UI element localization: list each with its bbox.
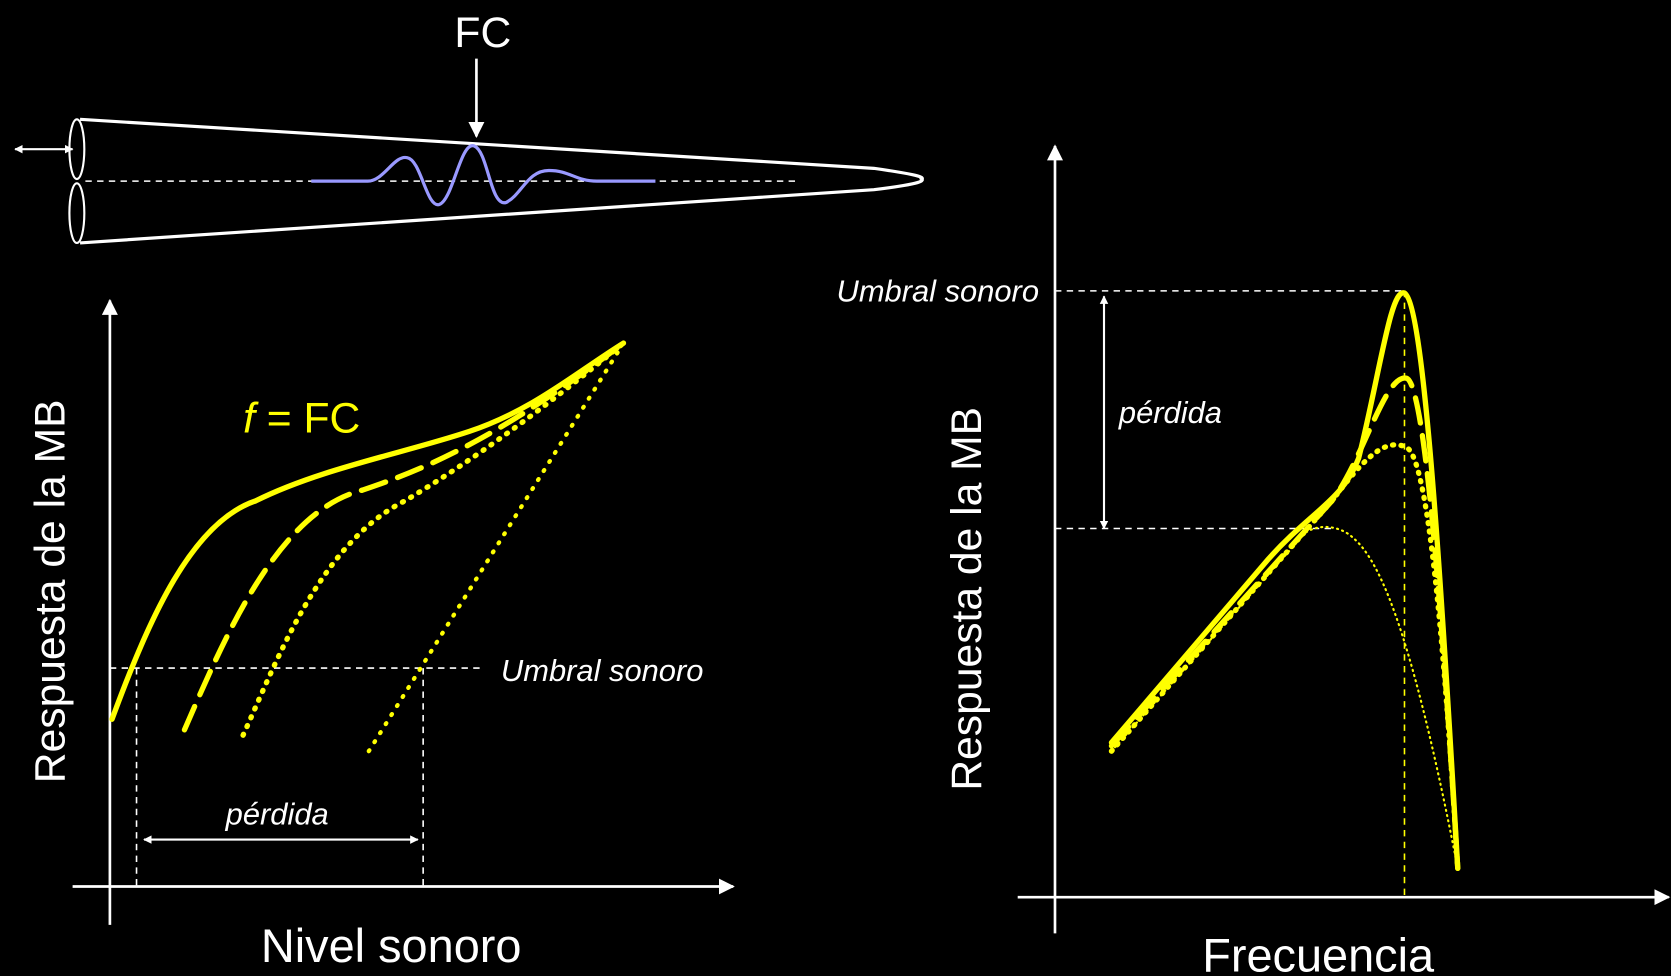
y-axis-label: Respuesta de la MB — [943, 407, 991, 791]
curve-label-variable: f — [243, 395, 259, 443]
x-axis-label: Frecuencia — [1202, 930, 1435, 976]
curve-label: f = FC — [243, 395, 360, 443]
loss-label: pérdida — [225, 797, 329, 832]
threshold-label: Umbral sonoro — [501, 653, 703, 688]
right-panel: Umbral sonoro pérdida Respuesta de la MB… — [837, 144, 1671, 976]
x-axis-label: Nivel sonoro — [261, 920, 522, 972]
left-panel: f = FC Umbral sonoro pérdida Respuesta d… — [27, 298, 735, 972]
cochlea: FC — [14, 9, 924, 245]
threshold-label: Umbral sonoro — [837, 274, 1039, 309]
fc-label: FC — [454, 9, 511, 57]
curve-label-rest: = FC — [267, 395, 361, 443]
loss-label: pérdida — [1118, 395, 1222, 430]
y-axis-label: Respuesta de la MB — [27, 400, 75, 784]
